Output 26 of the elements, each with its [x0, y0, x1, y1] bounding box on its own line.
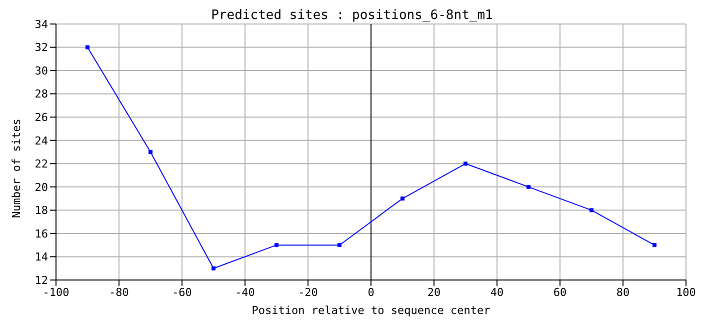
- x-axis-title: Position relative to sequence center: [252, 304, 491, 317]
- y-tick-label: 28: [34, 88, 48, 101]
- y-tick-label: 20: [34, 180, 48, 194]
- x-tick-label: -80: [109, 286, 129, 299]
- x-tick-label: 20: [427, 286, 441, 299]
- x-tick-label: -40: [235, 286, 255, 299]
- x-tick-label: -60: [172, 286, 192, 299]
- y-tick-label: 34: [34, 18, 48, 31]
- y-tick-label: 14: [34, 250, 48, 264]
- y-tick-label: 16: [34, 227, 48, 240]
- x-tick-label: 100: [676, 286, 696, 299]
- x-tick-label: -20: [298, 286, 318, 299]
- y-tick-label: 24: [34, 134, 48, 148]
- x-tick-label: 80: [616, 286, 630, 299]
- x-tick-label: 40: [490, 286, 504, 299]
- y-tick-label: 32: [34, 41, 48, 54]
- chart-title: Predicted sites : positions_6-8nt_m1: [211, 8, 493, 23]
- y-axis-title: Number of sites: [10, 118, 23, 218]
- x-tick-label: 0: [368, 286, 374, 299]
- x-tick-label: 60: [553, 286, 567, 299]
- y-tick-label: 12: [34, 274, 48, 287]
- y-tick-label: 22: [34, 158, 48, 171]
- y-tick-label: 30: [34, 64, 48, 78]
- y-tick-label: 26: [34, 110, 48, 124]
- x-tick-label: -100: [42, 286, 70, 299]
- y-tick-label: 18: [34, 204, 48, 218]
